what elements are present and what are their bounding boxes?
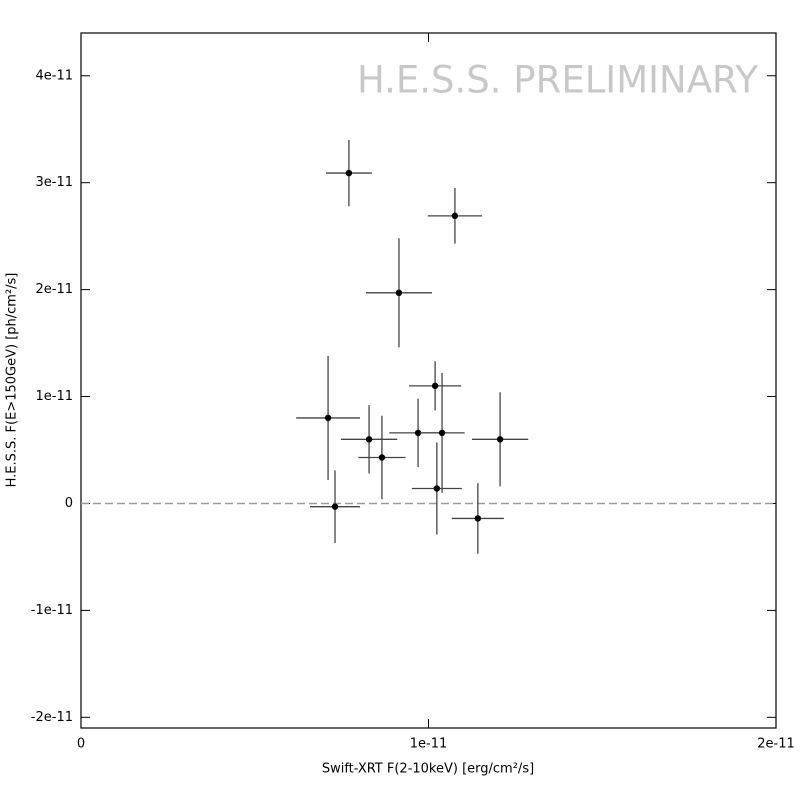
data-point — [345, 169, 353, 177]
data-point — [438, 429, 446, 437]
data-point — [474, 515, 482, 522]
y-axis-label: H.E.S.S. F(E>150GeV) [ph/cm²/s] — [5, 273, 20, 488]
y-tick-label: 1e-11 — [35, 389, 73, 404]
y-tick-label: -2e-11 — [31, 710, 73, 725]
x-tick-label: 1e-11 — [410, 737, 448, 752]
y-tick-label: 0 — [65, 496, 73, 511]
data-point — [365, 436, 373, 443]
data-point — [451, 212, 459, 220]
data-point — [414, 429, 422, 437]
x-tick-label: 0 — [77, 737, 85, 752]
data-point — [331, 503, 339, 510]
watermark: H.E.S.S. PRELIMINARY — [357, 59, 758, 102]
data-point — [324, 414, 332, 422]
data-point — [378, 454, 386, 461]
x-tick-label: 2e-11 — [757, 737, 795, 752]
y-tick-label: 3e-11 — [35, 175, 73, 190]
y-tick-label: 4e-11 — [35, 68, 73, 83]
data-point — [431, 382, 439, 390]
y-tick-label: -1e-11 — [31, 603, 73, 618]
y-tick-label: 2e-11 — [35, 282, 73, 297]
data-point — [433, 485, 441, 492]
x-axis-label: Swift-XRT F(2-10keV) [erg/cm²/s] — [322, 762, 534, 777]
data-point — [395, 289, 403, 297]
data-point — [496, 436, 504, 443]
